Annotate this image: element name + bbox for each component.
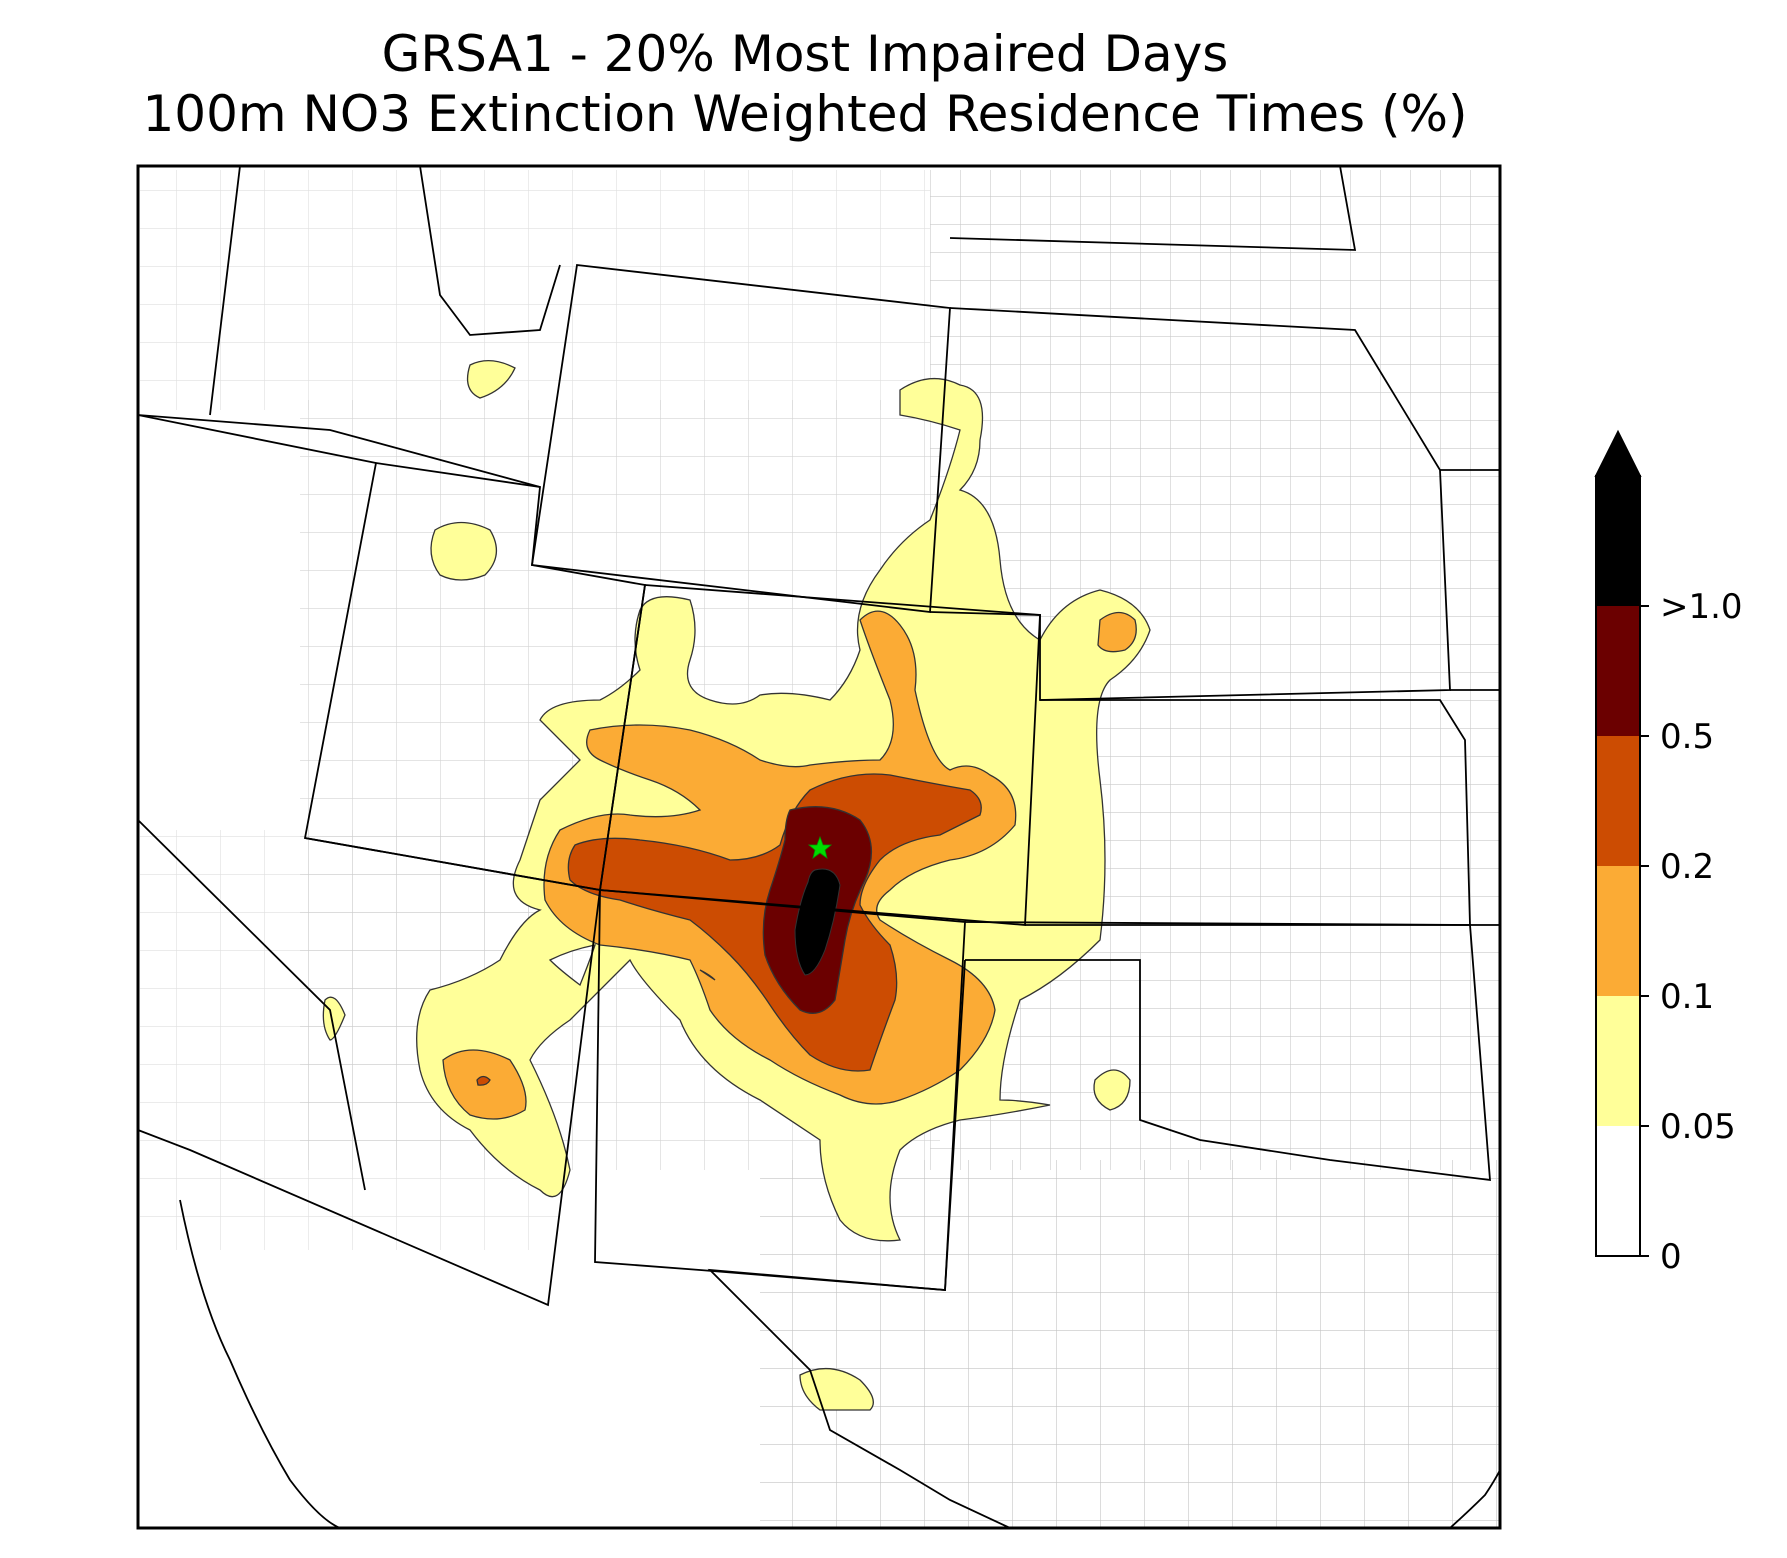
colorbar-segment: [1596, 866, 1640, 996]
border-az: [138, 837, 601, 1307]
contour-band-005-010: [466, 360, 516, 399]
coast-mexico: [179, 1199, 341, 1528]
line-nv-az: [138, 819, 366, 1191]
title-line-1: GRSA1 - 20% Most Impaired Days: [381, 25, 1229, 83]
colorbar-segment: [1596, 606, 1640, 736]
coast-gulf: [1449, 1469, 1500, 1528]
colorbar-segment: [1596, 996, 1640, 1126]
contour-band-010-020: [1097, 611, 1137, 653]
contour-band-005-010: [799, 1367, 874, 1411]
colorbar-segment: [1596, 1126, 1640, 1256]
colorbar: 0 0.05 0.1 0.2 0.5 >1.0: [1594, 429, 1743, 1277]
border-mt-id: [138, 166, 561, 488]
border-id-nv: [138, 414, 377, 464]
border-tx: [707, 959, 1011, 1528]
receptor-star-icon: [807, 835, 833, 859]
contour-band-005-010: [430, 521, 497, 581]
border-mo: [1440, 469, 1500, 926]
colorbar-tick-label: 0.05: [1660, 1107, 1736, 1147]
contour-band-above-100: [794, 868, 841, 976]
colorbar-segment: [1596, 476, 1640, 606]
colorbar-segment: [1596, 736, 1640, 866]
state-boundaries: [138, 166, 1500, 1528]
colorbar-tick-label: 0.5: [1660, 717, 1714, 757]
border-ok: [964, 921, 1491, 1182]
contour-bands: [322, 360, 1151, 1411]
contour-band-020-050: [476, 1075, 491, 1086]
contour-band-005-010: [1093, 1069, 1131, 1111]
map-title: GRSA1 - 20% Most Impaired Days 100m NO3 …: [0, 24, 1610, 144]
title-line-2: 100m NO3 Extinction Weighted Residence T…: [142, 85, 1468, 143]
map-area: [138, 166, 1500, 1528]
map-frame: [136, 164, 1502, 1530]
border-sd-nd: [949, 166, 1357, 251]
colorbar-tick-label: 0.1: [1660, 977, 1714, 1017]
colorbar-tick-label: >1.0: [1660, 587, 1743, 627]
colorbar-extend-arrow: [1594, 429, 1642, 477]
colorbar-tick-label: 0: [1660, 1237, 1682, 1277]
colorbar-tick-label: 0.2: [1660, 847, 1714, 887]
